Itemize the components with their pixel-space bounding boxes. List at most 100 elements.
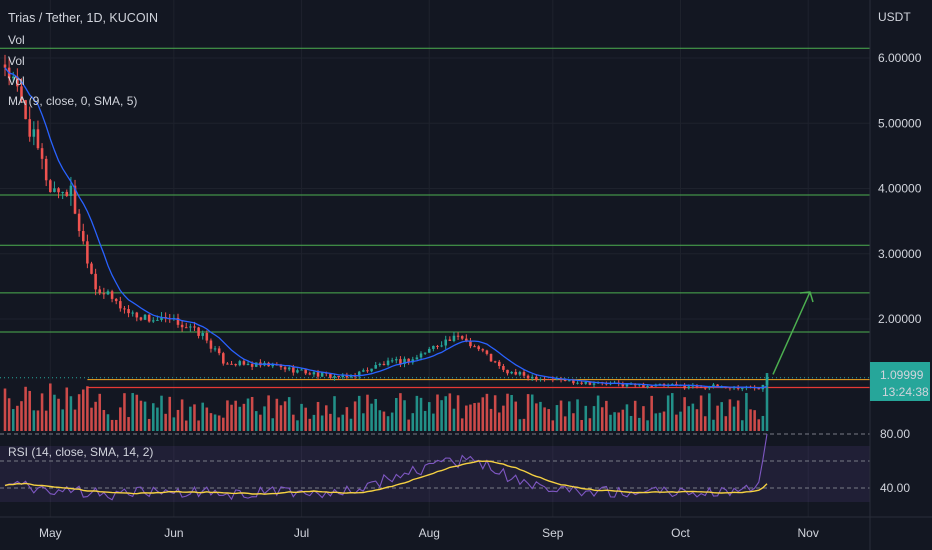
volume-bar — [477, 402, 480, 431]
volume-bar — [184, 420, 188, 431]
volume-bar — [650, 395, 653, 431]
volume-bar — [271, 418, 275, 431]
volume-legend-1[interactable]: Vol — [8, 33, 25, 47]
candle — [349, 375, 353, 378]
volume-bar — [65, 387, 69, 431]
volume-bar — [736, 400, 740, 431]
candle — [287, 367, 291, 370]
candle — [94, 273, 97, 290]
volume-bar — [226, 400, 229, 431]
rsi-axis: 80.00 40.00 — [880, 427, 910, 495]
candle — [180, 324, 184, 328]
candle — [568, 380, 571, 382]
volume-bar — [382, 411, 386, 431]
volume-bar — [234, 400, 237, 431]
volume-bar — [703, 416, 707, 431]
candle — [250, 363, 254, 367]
volume-bar — [666, 395, 670, 431]
volume-bar — [539, 401, 542, 431]
candle — [592, 383, 596, 385]
candle — [139, 317, 143, 320]
candle — [728, 387, 732, 389]
candle — [518, 372, 522, 375]
candle — [460, 336, 464, 339]
candle — [11, 76, 15, 79]
volume-bar — [3, 388, 7, 431]
candle — [234, 364, 237, 366]
volume-bar — [444, 396, 448, 431]
candle — [456, 335, 460, 337]
candle — [485, 350, 489, 354]
volume-bar — [613, 412, 616, 431]
volume-bar — [745, 393, 748, 431]
volume-bar — [86, 386, 89, 431]
volume-bar — [40, 393, 44, 431]
volume-bar — [135, 394, 139, 431]
volume-bar — [44, 410, 48, 431]
volume-bar — [209, 413, 213, 431]
volume-bar — [493, 395, 497, 431]
price-axis[interactable]: 6.00000 5.00000 4.00000 3.00000 2.00000 — [878, 51, 922, 326]
volume-bar — [250, 396, 254, 431]
volume-bar — [259, 414, 262, 431]
time-tick-label: Oct — [671, 526, 690, 540]
candle — [522, 372, 526, 376]
candle — [576, 382, 579, 384]
candle — [316, 372, 320, 377]
candle — [423, 352, 427, 354]
volume-bar — [465, 405, 468, 431]
volume-bar — [320, 415, 324, 431]
volume-bar — [139, 400, 143, 431]
volume-legend-2[interactable]: Vol — [8, 54, 25, 68]
volume-bar — [427, 402, 431, 431]
volume-bar — [341, 414, 345, 431]
volume-bar — [353, 401, 357, 431]
volume-bar — [201, 402, 204, 431]
candle — [36, 129, 40, 149]
up-arrow-icon[interactable] — [772, 291, 814, 375]
candle — [61, 191, 64, 193]
volume-bar — [28, 390, 31, 431]
volume-bar — [596, 395, 600, 431]
candle — [399, 359, 402, 364]
volume-bar — [749, 409, 752, 431]
time-axis[interactable]: May Jun Jul Aug Sep Oct Nov — [39, 526, 819, 540]
volume-bar — [720, 402, 723, 431]
candle — [193, 326, 196, 328]
volume-bar — [32, 410, 36, 431]
candle — [147, 314, 151, 322]
volume-bar — [555, 405, 559, 431]
volume-bar — [152, 403, 155, 431]
candle — [362, 370, 365, 372]
candle — [242, 361, 246, 365]
volume-bar — [180, 399, 184, 431]
candle — [69, 185, 73, 196]
volume-bar — [563, 416, 567, 431]
volume-bar — [399, 393, 402, 431]
volume-bar — [279, 405, 283, 431]
candle — [296, 370, 299, 373]
candle — [741, 388, 744, 390]
candle — [580, 382, 583, 384]
candle — [699, 386, 703, 388]
candle — [73, 185, 77, 214]
candle — [81, 231, 85, 242]
ma-legend[interactable]: MA (9, close, 0, SMA, 5) — [8, 94, 138, 108]
candle — [292, 367, 295, 373]
volume-bar — [304, 407, 307, 431]
rsi-legend[interactable]: RSI (14, close, SMA, 14, 2) — [8, 445, 154, 459]
chart-title: Trias / Tether, 1D, KUCOIN — [8, 11, 159, 25]
volume-legend-3[interactable]: Vol — [8, 74, 25, 88]
volume-bar — [724, 416, 728, 431]
candle — [337, 375, 340, 378]
candle — [572, 380, 575, 384]
candle — [357, 371, 361, 377]
candle — [481, 349, 485, 351]
candle — [683, 385, 686, 389]
volume-bar — [757, 419, 761, 431]
candle — [543, 378, 546, 380]
volume-bar — [514, 401, 518, 431]
price-tick-label: 6.00000 — [878, 51, 922, 65]
candle — [374, 365, 377, 369]
